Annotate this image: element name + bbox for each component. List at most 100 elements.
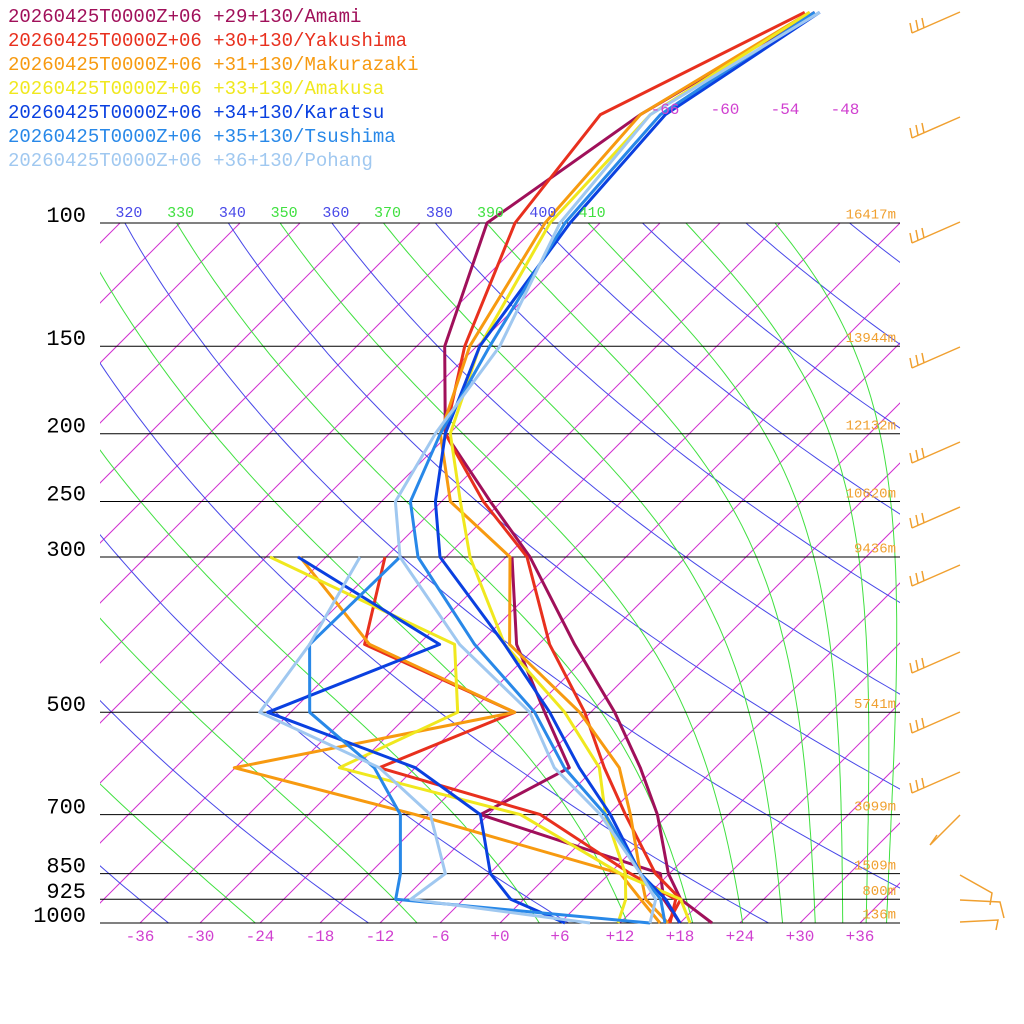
dewpoint-line bbox=[266, 555, 566, 925]
moist-adiabat-label: 370 bbox=[374, 205, 401, 222]
legend-entry: 20260425T0000Z+06 +33+130/Amakusa bbox=[8, 78, 384, 100]
y-tick-label: 100 bbox=[46, 204, 86, 229]
wind-barb bbox=[959, 874, 1005, 931]
dry-adiabat bbox=[227, 223, 900, 790]
isotherm bbox=[100, 223, 421, 544]
wind-barb bbox=[909, 221, 961, 244]
moist-adiabat bbox=[382, 223, 784, 923]
moist-adiabat-label: 390 bbox=[477, 205, 504, 222]
x-tick-label: -18 bbox=[306, 928, 335, 946]
wind-barb bbox=[909, 116, 961, 139]
axes bbox=[100, 222, 900, 924]
isotherm bbox=[100, 223, 541, 664]
temperature-line bbox=[448, 11, 811, 924]
height-label: 136m bbox=[862, 908, 896, 924]
y-tick-label: 200 bbox=[46, 415, 86, 440]
x-tick-label: -30 bbox=[186, 928, 215, 946]
labels: 100 16417m 150 13944m 200 12132m 250 10620m 300 9… bbox=[8, 6, 896, 946]
dewpoint-line bbox=[269, 555, 692, 924]
isotherm bbox=[859, 882, 900, 923]
dewpoint-line bbox=[308, 555, 651, 925]
x-tick-label: +6 bbox=[550, 928, 569, 946]
wind-barb bbox=[909, 441, 961, 464]
moist-adiabat-label: 410 bbox=[579, 205, 606, 222]
dry-adiabat-label: 360 bbox=[322, 205, 349, 222]
dry-adiabat bbox=[100, 865, 170, 923]
dry-adiabat bbox=[100, 533, 570, 923]
moist-adiabat bbox=[100, 271, 629, 923]
isotherm-label: -48 bbox=[831, 101, 860, 119]
wind-barb bbox=[929, 814, 961, 846]
dewpoint-line bbox=[232, 556, 662, 924]
x-tick-label: +18 bbox=[666, 928, 695, 946]
legend-entry: 20260425T0000Z+06 +35+130/Tsushima bbox=[8, 126, 396, 148]
height-label: 10620m bbox=[846, 486, 896, 502]
isotherm bbox=[100, 223, 721, 844]
moist-adiabat-label: 330 bbox=[167, 205, 194, 222]
dry-adiabat bbox=[100, 699, 370, 923]
y-tick-label: 500 bbox=[46, 693, 86, 718]
moist-adiabat bbox=[774, 223, 898, 923]
x-tick-label: -12 bbox=[366, 928, 395, 946]
dry-adiabat bbox=[100, 362, 770, 923]
dry-adiabat bbox=[538, 223, 900, 515]
isotherm bbox=[100, 223, 661, 784]
legend-entry: 20260425T0000Z+06 +29+130/Amami bbox=[8, 6, 361, 28]
isotherm bbox=[679, 702, 900, 923]
isotherm-label: -66 bbox=[651, 101, 680, 119]
isotherm bbox=[139, 223, 841, 923]
y-tick-label: 850 bbox=[46, 854, 86, 879]
x-tick-label: +36 bbox=[846, 928, 875, 946]
dry-adiabat bbox=[124, 223, 900, 889]
x-tick-label: +24 bbox=[726, 928, 755, 946]
moist-adiabat bbox=[0, 195, 83, 938]
moist-adiabat bbox=[100, 783, 257, 923]
x-tick-label: +12 bbox=[606, 928, 635, 946]
dry-adiabat bbox=[848, 223, 900, 263]
isotherm bbox=[100, 223, 601, 724]
isotherm bbox=[100, 223, 361, 484]
wind-barbs bbox=[909, 11, 1005, 931]
isotherm bbox=[379, 402, 900, 923]
x-tick-label: -6 bbox=[430, 928, 449, 946]
isotherm bbox=[439, 462, 900, 923]
profiles bbox=[232, 10, 821, 925]
dry-adiabat-label: 400 bbox=[529, 205, 556, 222]
isotherm bbox=[920, 0, 1024, 923]
wind-barb bbox=[909, 771, 961, 794]
height-label: 9436m bbox=[854, 542, 896, 558]
dry-adiabat bbox=[745, 223, 900, 345]
wind-barb bbox=[909, 651, 961, 674]
moist-adiabat bbox=[587, 223, 844, 923]
isotherm bbox=[319, 342, 900, 923]
x-tick-label: +0 bbox=[490, 928, 509, 946]
dry-adiabat bbox=[916, 195, 1024, 938]
legend-entry: 20260425T0000Z+06 +30+130/Yakushima bbox=[8, 30, 407, 52]
temperature-line bbox=[443, 10, 806, 924]
isotherm bbox=[739, 762, 900, 923]
y-tick-label: 925 bbox=[46, 880, 86, 905]
temperature-line bbox=[433, 11, 821, 924]
height-label: 5741m bbox=[854, 697, 896, 713]
dry-adiabat bbox=[434, 223, 900, 604]
temperature-line bbox=[393, 11, 821, 924]
isotherm-label: -54 bbox=[771, 101, 800, 119]
height-label: 13944m bbox=[846, 331, 896, 347]
moist-adiabat bbox=[100, 449, 540, 923]
moist-adiabat bbox=[100, 617, 418, 923]
isotherm bbox=[559, 582, 900, 923]
isotherm-label: -60 bbox=[711, 101, 740, 119]
legend-entry: 20260425T0000Z+06 +34+130/Karatsu bbox=[8, 102, 384, 124]
wind-barb bbox=[909, 11, 961, 34]
isotherm bbox=[619, 642, 900, 923]
y-tick-label: 250 bbox=[46, 482, 86, 507]
dry-adiabat-label: 380 bbox=[426, 205, 453, 222]
y-tick-label: 700 bbox=[46, 795, 86, 820]
dewpoint-line bbox=[258, 556, 591, 925]
height-label: 16417m bbox=[846, 208, 896, 224]
legend-entry: 20260425T0000Z+06 +36+130/Pohang bbox=[8, 150, 373, 172]
dry-adiabat-label: 340 bbox=[219, 205, 246, 222]
moist-adiabat bbox=[485, 223, 816, 923]
height-label: 12132m bbox=[846, 418, 896, 434]
